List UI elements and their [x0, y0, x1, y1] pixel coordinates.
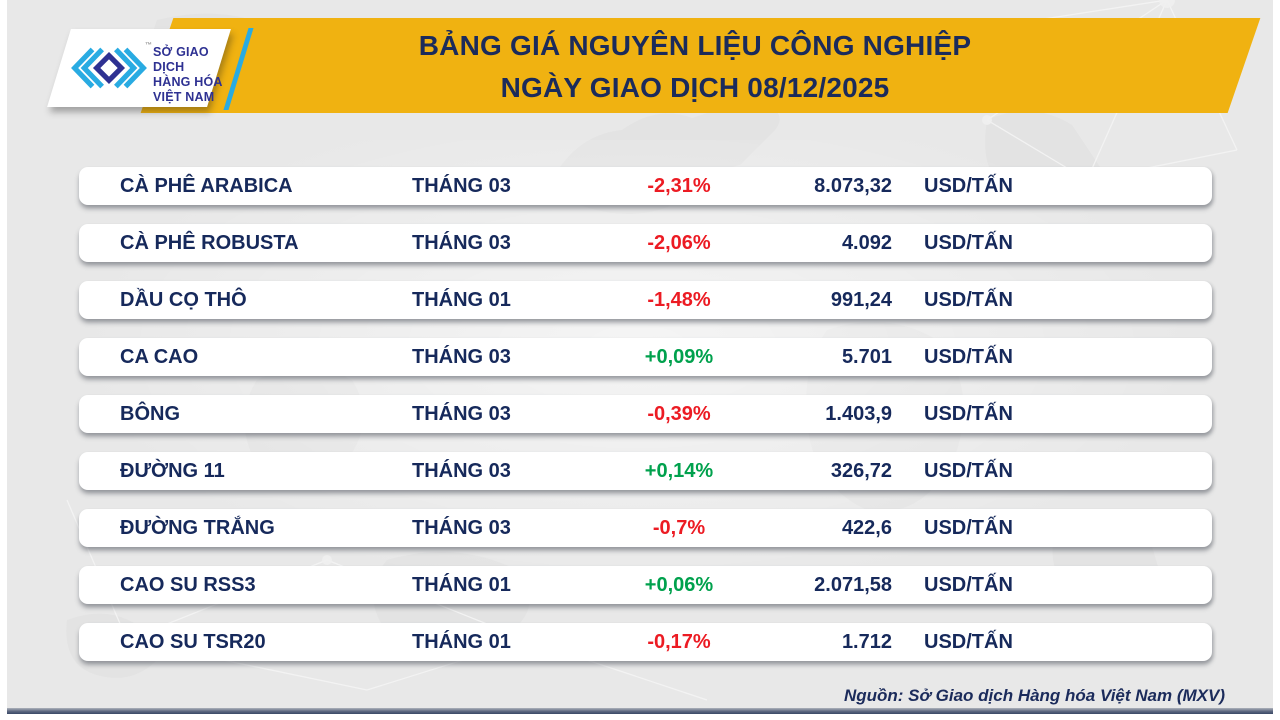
- contract-month: THÁNG 03: [412, 174, 511, 197]
- price-value: 2.071,58: [814, 573, 892, 596]
- commodity-name: DẦU CỌ THÔ: [120, 288, 247, 311]
- table-row: CA CAO THÁNG 03 +0,09% 5.701 USD/TẤN: [79, 338, 1212, 376]
- table-row: CAO SU TSR20 THÁNG 01 -0,17% 1.712 USD/T…: [79, 623, 1212, 661]
- contract-month: THÁNG 01: [412, 573, 511, 596]
- percent-change: +0,06%: [644, 573, 714, 596]
- page-title: BẢNG GIÁ NGUYÊN LIỆU CÔNG NGHIỆP NGÀY GI…: [157, 25, 1233, 109]
- trademark-symbol: ™: [145, 42, 152, 49]
- contract-month: THÁNG 01: [412, 630, 511, 653]
- logo-org-line3: VIỆT NAM: [153, 90, 215, 104]
- page-background: BẢNG GIÁ NGUYÊN LIỆU CÔNG NGHIỆP NGÀY GI…: [7, 0, 1273, 708]
- price-value: 326,72: [830, 459, 892, 482]
- commodity-name: CAO SU TSR20: [120, 630, 266, 653]
- percent-change: -2,06%: [647, 231, 711, 254]
- price-value: 991,24: [830, 288, 892, 311]
- table-row: CÀ PHÊ ROBUSTA THÁNG 03 -2,06% 4.092 USD…: [79, 224, 1212, 262]
- commodity-name: CAO SU RSS3: [120, 573, 256, 596]
- table-row: BÔNG THÁNG 03 -0,39% 1.403,9 USD/TẤN: [79, 395, 1212, 433]
- price-unit: USD/TẤN: [924, 174, 1013, 197]
- price-unit: USD/TẤN: [924, 516, 1013, 539]
- mxv-logo: ™ SỞ GIAO DỊCH HÀNG HÓA VIỆT NAM: [59, 29, 235, 107]
- table-row: CAO SU RSS3 THÁNG 01 +0,06% 2.071,58 USD…: [79, 566, 1212, 604]
- commodity-name: CÀ PHÊ ROBUSTA: [120, 231, 299, 254]
- contract-month: THÁNG 03: [412, 231, 511, 254]
- logo-org-line2: HÀNG HÓA: [153, 75, 223, 89]
- percent-change: +0,09%: [644, 345, 714, 368]
- price-unit: USD/TẤN: [924, 573, 1013, 596]
- logo-org-name: SỞ GIAO DỊCH HÀNG HÓA VIỆT NAM: [153, 45, 239, 105]
- percent-change: +0,14%: [644, 459, 714, 482]
- commodity-name: ĐƯỜNG TRẮNG: [120, 516, 275, 539]
- page-title-line2: NGÀY GIAO DỊCH 08/12/2025: [500, 72, 890, 103]
- commodity-name: ĐƯỜNG 11: [120, 459, 225, 482]
- price-value: 4.092: [841, 231, 892, 254]
- source-credit: Nguồn: Sở Giao dịch Hàng hóa Việt Nam (M…: [843, 686, 1225, 705]
- contract-month: THÁNG 03: [412, 402, 511, 425]
- price-value: 5.701: [841, 345, 892, 368]
- table-row: CÀ PHÊ ARABICA THÁNG 03 -2,31% 8.073,32 …: [79, 167, 1212, 205]
- bottom-bar: [7, 708, 1273, 714]
- price-unit: USD/TẤN: [924, 630, 1013, 653]
- percent-change: -0,7%: [652, 516, 706, 539]
- contract-month: THÁNG 03: [412, 516, 511, 539]
- logo-org-line1: SỞ GIAO DỊCH: [153, 45, 209, 74]
- price-unit: USD/TẤN: [924, 345, 1013, 368]
- percent-change: -1,48%: [647, 288, 711, 311]
- percent-change: -2,31%: [647, 174, 711, 197]
- percent-change: -0,17%: [647, 630, 711, 653]
- contract-month: THÁNG 03: [412, 345, 511, 368]
- commodity-name: BÔNG: [120, 402, 180, 425]
- price-value: 422,6: [841, 516, 892, 539]
- price-unit: USD/TẤN: [924, 402, 1013, 425]
- page-title-line1: BẢNG GIÁ NGUYÊN LIỆU CÔNG NGHIỆP: [418, 30, 972, 61]
- price-value: 8.073,32: [814, 174, 892, 197]
- contract-month: THÁNG 01: [412, 288, 511, 311]
- price-value: 1.712: [841, 630, 892, 653]
- table-row: ĐƯỜNG 11 THÁNG 03 +0,14% 326,72 USD/TẤN: [79, 452, 1212, 490]
- price-unit: USD/TẤN: [924, 459, 1013, 482]
- mxv-chevron-icon: [71, 47, 147, 89]
- percent-change: -0,39%: [647, 402, 711, 425]
- price-unit: USD/TẤN: [924, 288, 1013, 311]
- table-row: DẦU CỌ THÔ THÁNG 01 -1,48% 991,24 USD/TẤ…: [79, 281, 1212, 319]
- contract-month: THÁNG 03: [412, 459, 511, 482]
- price-value: 1.403,9: [825, 402, 892, 425]
- table-row: ĐƯỜNG TRẮNG THÁNG 03 -0,7% 422,6 USD/TẤN: [79, 509, 1212, 547]
- price-table: CÀ PHÊ ARABICA THÁNG 03 -2,31% 8.073,32 …: [79, 167, 1212, 661]
- price-unit: USD/TẤN: [924, 231, 1013, 254]
- commodity-name: CA CAO: [120, 345, 199, 368]
- commodity-name: CÀ PHÊ ARABICA: [120, 174, 293, 197]
